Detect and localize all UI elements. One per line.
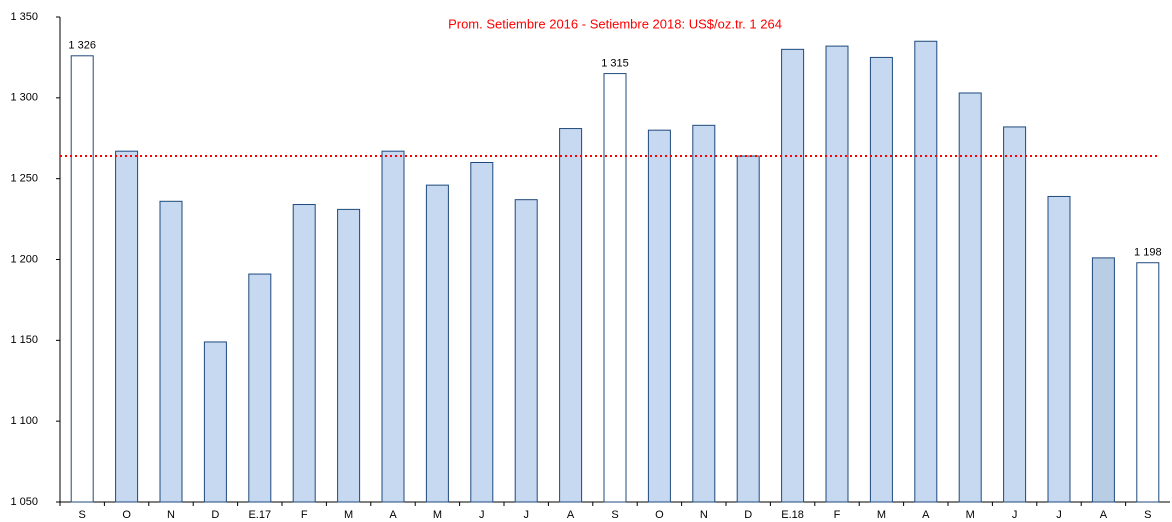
bar <box>203 341 227 503</box>
bar <box>337 208 361 503</box>
x-tick-label: J <box>523 509 529 521</box>
x-tick-label: J <box>479 509 485 521</box>
x-tick-label: M <box>877 509 886 521</box>
x-tick-label: J <box>1012 509 1018 521</box>
y-tick-label: 1 050 <box>10 496 38 508</box>
x-tick-label: S <box>611 509 618 521</box>
bar <box>559 128 583 503</box>
x-tick-label: N <box>167 509 175 521</box>
bar <box>869 56 893 503</box>
bar <box>603 73 627 503</box>
annotation: Prom. Setiembre 2016 - Setiembre 2018: U… <box>448 16 782 31</box>
x-tick-label: F <box>301 509 308 521</box>
x-tick-label: A <box>567 509 575 521</box>
bar <box>1003 126 1027 503</box>
bar <box>825 45 849 503</box>
bar <box>1047 195 1071 503</box>
bar <box>292 204 316 503</box>
x-tick-label: M <box>433 509 442 521</box>
x-tick-label: S <box>1144 509 1151 521</box>
y-tick-label: 1 250 <box>10 173 38 185</box>
bar <box>248 273 272 503</box>
data-label: 1 315 <box>601 57 629 69</box>
x-tick-label: A <box>922 509 930 521</box>
data-label: 1 326 <box>68 40 96 52</box>
x-tick-label: F <box>834 509 841 521</box>
x-tick-label: S <box>79 509 86 521</box>
y-tick-label: 1 200 <box>10 253 38 265</box>
x-tick-label: M <box>344 509 353 521</box>
data-label: 1 198 <box>1134 247 1162 259</box>
bar <box>1136 262 1160 503</box>
x-tick-label: D <box>211 509 219 521</box>
bar <box>692 124 716 503</box>
y-tick-label: 1 300 <box>10 92 38 104</box>
y-tick-label: 1 150 <box>10 334 38 346</box>
bar <box>1091 257 1115 503</box>
x-tick-label: M <box>966 509 975 521</box>
bar <box>381 150 405 503</box>
bar <box>781 48 805 503</box>
bar <box>514 199 538 503</box>
bar <box>470 162 494 503</box>
x-tick-label: D <box>744 509 752 521</box>
x-tick-label: O <box>122 509 131 521</box>
bar <box>914 40 938 503</box>
x-tick-label: N <box>700 509 708 521</box>
bar <box>70 55 94 503</box>
y-tick-label: 1 350 <box>10 11 38 23</box>
bar <box>115 150 139 503</box>
x-tick-label: J <box>1056 509 1062 521</box>
bar <box>736 155 760 503</box>
x-tick-label: E.18 <box>781 509 804 521</box>
bar <box>958 92 982 503</box>
x-tick-label: E.17 <box>248 509 271 521</box>
x-tick-label: O <box>655 509 664 521</box>
y-tick-label: 1 100 <box>10 415 38 427</box>
x-tick-label: A <box>1100 509 1108 521</box>
bar <box>647 129 671 503</box>
bar <box>425 184 449 503</box>
x-tick-label: A <box>389 509 397 521</box>
bar <box>159 200 183 503</box>
